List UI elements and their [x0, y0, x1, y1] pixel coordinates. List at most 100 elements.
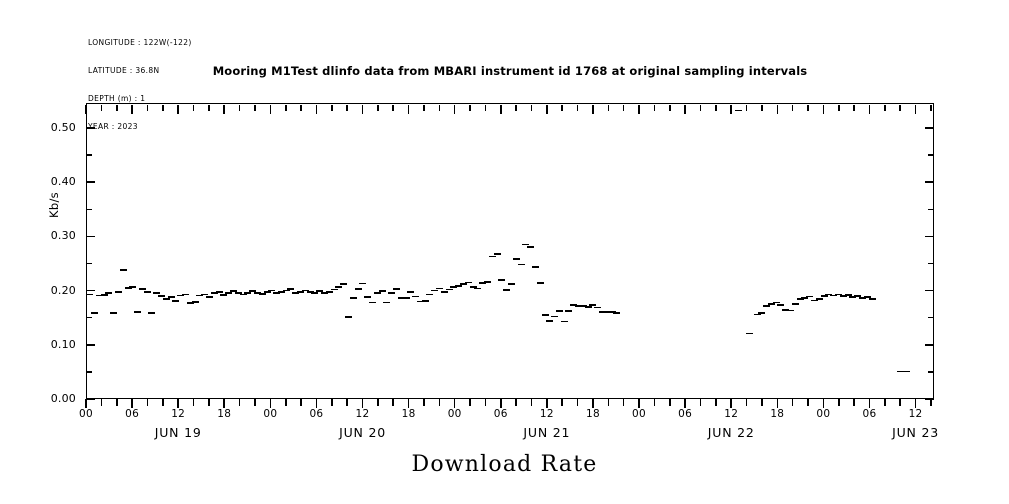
x-axis-tick [146, 399, 149, 406]
x-axis-tick-top [576, 104, 579, 111]
data-point [763, 305, 771, 308]
y-axis-tick-label: 0.10 [50, 337, 76, 351]
x-axis-tick-top [484, 104, 487, 111]
data-point [316, 290, 324, 292]
data-point [105, 291, 113, 294]
x-axis-tick [730, 399, 732, 408]
x-axis-tick [315, 399, 318, 408]
data-point [249, 290, 257, 292]
x-axis-hour-label: 18 [401, 408, 416, 420]
x-axis-tick [576, 399, 579, 406]
data-point [560, 320, 568, 323]
x-axis-tick [269, 399, 272, 408]
x-axis-tick [914, 399, 917, 408]
data-point [148, 311, 156, 314]
data-point [830, 294, 838, 297]
x-axis-tick [330, 399, 333, 406]
x-axis-tick-top [776, 104, 779, 114]
x-axis-hour-label: 18 [770, 408, 785, 420]
data-point [450, 286, 458, 289]
x-axis-tick [791, 399, 794, 406]
data-point [129, 286, 137, 289]
data-point [746, 332, 754, 335]
data-point [527, 245, 535, 248]
data-point [234, 292, 242, 295]
x-axis-tick-top [438, 104, 441, 111]
y-axis-tick-right [925, 235, 934, 238]
data-point [210, 291, 218, 294]
y-axis-tick-label: 0.20 [50, 283, 76, 297]
data-point [555, 310, 563, 313]
data-point [196, 294, 204, 297]
data-point [90, 311, 98, 314]
data-point [388, 291, 396, 294]
data-point [416, 300, 424, 303]
data-point [110, 311, 118, 314]
data-point [551, 315, 559, 318]
x-axis-hour-label: 12 [539, 408, 554, 420]
x-axis-tick-top [930, 104, 932, 111]
y-axis-tick-label: 0.40 [50, 175, 76, 189]
data-point [239, 293, 247, 296]
x-axis-tick-top [146, 104, 149, 111]
x-axis-tick-top [208, 104, 210, 111]
y-axis-tick-right [928, 316, 934, 319]
data-point [229, 290, 237, 292]
data-point [897, 370, 905, 373]
data-point [801, 297, 809, 300]
data-point [479, 282, 487, 284]
x-axis-tick [453, 399, 456, 408]
x-axis-tick-top [238, 104, 241, 111]
data-point [835, 293, 842, 296]
data-point [854, 295, 862, 297]
data-point [167, 296, 175, 298]
y-axis-tick-label: 0.50 [50, 121, 76, 134]
x-axis-tick [592, 399, 594, 408]
data-point [182, 293, 190, 296]
x-axis-day-label: JUN 20 [339, 425, 386, 440]
data-point [124, 287, 132, 289]
data-point [488, 255, 496, 258]
data-point [95, 294, 103, 297]
data-point [579, 304, 587, 307]
x-axis-tick [100, 399, 103, 406]
x-axis-tick-top [392, 104, 395, 111]
data-point [368, 301, 376, 304]
x-axis-tick-top [622, 104, 625, 111]
station-metadata: LONGITUDE : 122W(-122) LATITUDE : 36.8N … [88, 19, 192, 151]
x-axis-tick-top [807, 104, 809, 111]
x-axis-tick [546, 399, 548, 408]
data-point [378, 290, 386, 292]
data-point [287, 288, 295, 290]
x-axis-tick-top [115, 104, 118, 111]
y-axis-tick-label: 0.30 [50, 229, 76, 243]
x-axis-tick-top [607, 104, 610, 111]
plot-title: Mooring M1Test dlinfo data from MBARI in… [212, 64, 808, 78]
x-axis-hour-label: 12 [724, 408, 739, 420]
x-axis-tick-top [315, 104, 318, 114]
data-point [815, 298, 823, 301]
data-point [584, 306, 592, 308]
x-axis-tick-top [453, 104, 456, 114]
data-point [364, 296, 372, 298]
y-axis-tick-right [928, 208, 934, 211]
data-point [244, 291, 252, 294]
data-point [844, 294, 852, 296]
x-axis-tick-top [638, 104, 640, 114]
data-point [536, 282, 544, 284]
x-axis-tick [699, 399, 702, 406]
data-point [474, 287, 482, 290]
data-point [201, 293, 209, 296]
data-point [599, 310, 607, 313]
x-axis-day-label: JUN 21 [523, 425, 571, 440]
x-axis-tick-top [330, 104, 333, 111]
data-point [268, 289, 276, 292]
x-axis-tick-top [715, 104, 717, 111]
x-axis-tick [131, 399, 133, 408]
x-axis-hour-label: 00 [447, 408, 462, 420]
y-axis-label: Kb/s [47, 192, 61, 218]
data-point [321, 291, 329, 294]
data-point [306, 291, 314, 294]
y-axis-tick [86, 371, 92, 373]
data-point [507, 283, 515, 285]
